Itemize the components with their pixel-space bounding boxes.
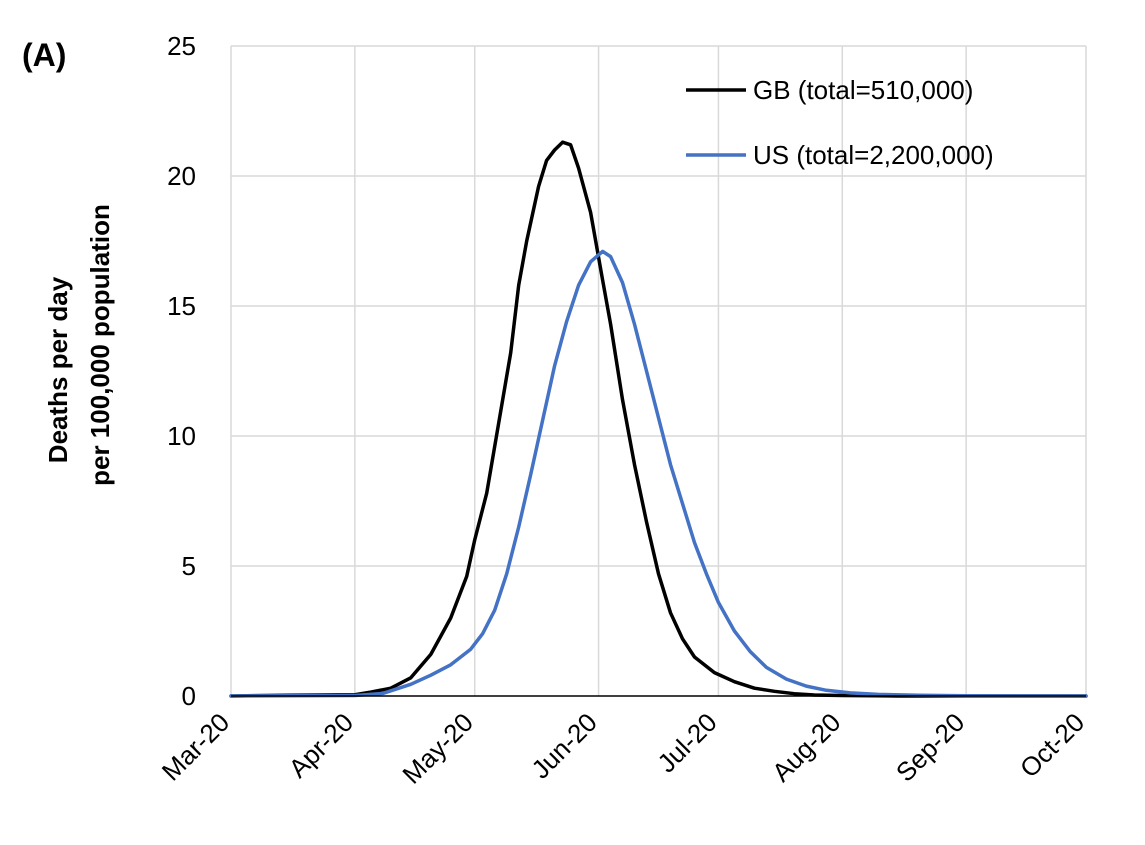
- y-tick-label: 5: [182, 551, 196, 581]
- x-tick-label: Aug-20: [766, 707, 846, 787]
- series-line-us: [229, 249, 1088, 698]
- panel-label: (A): [22, 37, 66, 73]
- grid-lines: [230, 45, 1087, 696]
- y-tick-label: 15: [167, 291, 196, 321]
- x-tick-label: May-20: [396, 707, 479, 790]
- y-tick-labels: 0 5 10 15 20 25: [167, 31, 196, 711]
- x-tick-label: Mar-20: [156, 707, 235, 786]
- y-axis-label-line-1: Deaths per day: [43, 276, 73, 463]
- y-axis-label: Deaths per day per 100,000 population: [43, 204, 115, 486]
- legend: GB (total=510,000) US (total=2,200,000): [686, 75, 994, 170]
- series-lines: [229, 140, 1088, 698]
- y-axis-label-line-2: per 100,000 population: [85, 204, 115, 486]
- legend-label-us: US (total=2,200,000): [753, 140, 994, 170]
- x-tick-label: Jun-20: [525, 707, 602, 784]
- y-tick-label: 25: [167, 31, 196, 61]
- x-tick-label: Oct-20: [1014, 707, 1090, 783]
- x-tick-label: Apr-20: [283, 707, 359, 783]
- y-tick-label: 0: [182, 681, 196, 711]
- x-tick-labels: Mar-20 Apr-20 May-20 Jun-20 Jul-20 Aug-20 Sep-…: [156, 707, 1090, 790]
- series-line-gb: [229, 140, 1088, 698]
- y-tick-label: 20: [167, 161, 196, 191]
- x-tick-label: Sep-20: [890, 707, 970, 787]
- x-tick-label: Jul-20: [651, 707, 722, 778]
- legend-label-gb: GB (total=510,000): [753, 75, 973, 105]
- y-tick-label: 10: [167, 421, 196, 451]
